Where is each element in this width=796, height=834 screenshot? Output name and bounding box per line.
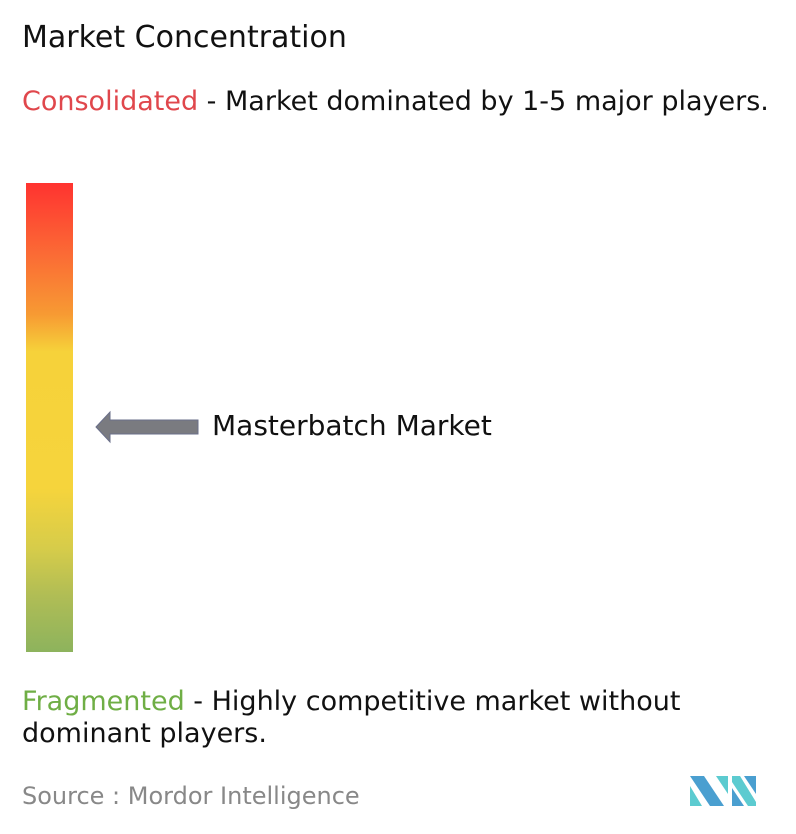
mordor-logo-icon (690, 776, 756, 806)
arrow-left-icon (95, 410, 199, 444)
fragmented-legend: Fragmented - Highly competitive market w… (22, 686, 792, 750)
consolidated-term: Consolidated (22, 86, 199, 117)
consolidated-description: - Market dominated by 1-5 major players. (198, 86, 769, 117)
market-marker-label: Masterbatch Market (212, 409, 492, 442)
fragmented-term: Fragmented (22, 686, 185, 717)
concentration-gradient-bar (26, 183, 73, 652)
fragmented-description: - Highly competitive market without domi… (22, 686, 681, 749)
page-title: Market Concentration (22, 20, 347, 55)
source-text: Source : Mordor Intelligence (22, 782, 360, 810)
consolidated-legend: Consolidated - Market dominated by 1-5 m… (22, 86, 792, 118)
